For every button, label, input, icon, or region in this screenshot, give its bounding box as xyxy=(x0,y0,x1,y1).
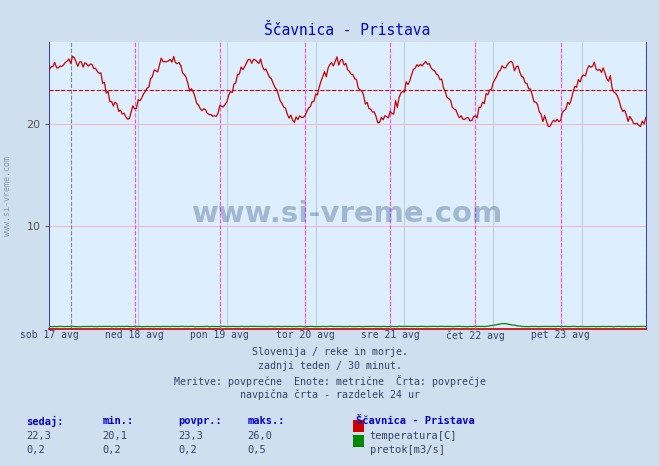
Text: zadnji teden / 30 minut.: zadnji teden / 30 minut. xyxy=(258,361,401,371)
Text: sob 17 avg: sob 17 avg xyxy=(20,330,79,340)
Text: 0,5: 0,5 xyxy=(247,445,266,455)
Text: ned 18 avg: ned 18 avg xyxy=(105,330,164,340)
Text: 20,1: 20,1 xyxy=(102,431,127,440)
Text: Meritve: povprečne  Enote: metrične  Črta: povprečje: Meritve: povprečne Enote: metrične Črta:… xyxy=(173,375,486,387)
Text: min.:: min.: xyxy=(102,416,133,425)
Text: sedaj:: sedaj: xyxy=(26,416,64,427)
Text: navpična črta - razdelek 24 ur: navpična črta - razdelek 24 ur xyxy=(239,389,420,400)
Text: maks.:: maks.: xyxy=(247,416,285,425)
Text: Slovenija / reke in morje.: Slovenija / reke in morje. xyxy=(252,347,407,357)
Text: Ščavnica - Pristava: Ščavnica - Pristava xyxy=(356,416,474,425)
Text: čet 22 avg: čet 22 avg xyxy=(446,330,505,341)
Text: temperatura[C]: temperatura[C] xyxy=(370,431,457,440)
Text: povpr.:: povpr.: xyxy=(178,416,221,425)
Text: pretok[m3/s]: pretok[m3/s] xyxy=(370,445,445,455)
Text: www.si-vreme.com: www.si-vreme.com xyxy=(3,156,13,236)
Title: Ščavnica - Pristava: Ščavnica - Pristava xyxy=(264,23,431,38)
Text: 26,0: 26,0 xyxy=(247,431,272,440)
Text: 0,2: 0,2 xyxy=(178,445,196,455)
Text: www.si-vreme.com: www.si-vreme.com xyxy=(192,200,503,228)
Text: 22,3: 22,3 xyxy=(26,431,51,440)
Text: pet 23 avg: pet 23 avg xyxy=(531,330,590,340)
Text: 0,2: 0,2 xyxy=(102,445,121,455)
Text: sre 21 avg: sre 21 avg xyxy=(361,330,420,340)
Text: pon 19 avg: pon 19 avg xyxy=(190,330,249,340)
Text: tor 20 avg: tor 20 avg xyxy=(275,330,334,340)
Text: 23,3: 23,3 xyxy=(178,431,203,440)
Text: 0,2: 0,2 xyxy=(26,445,45,455)
